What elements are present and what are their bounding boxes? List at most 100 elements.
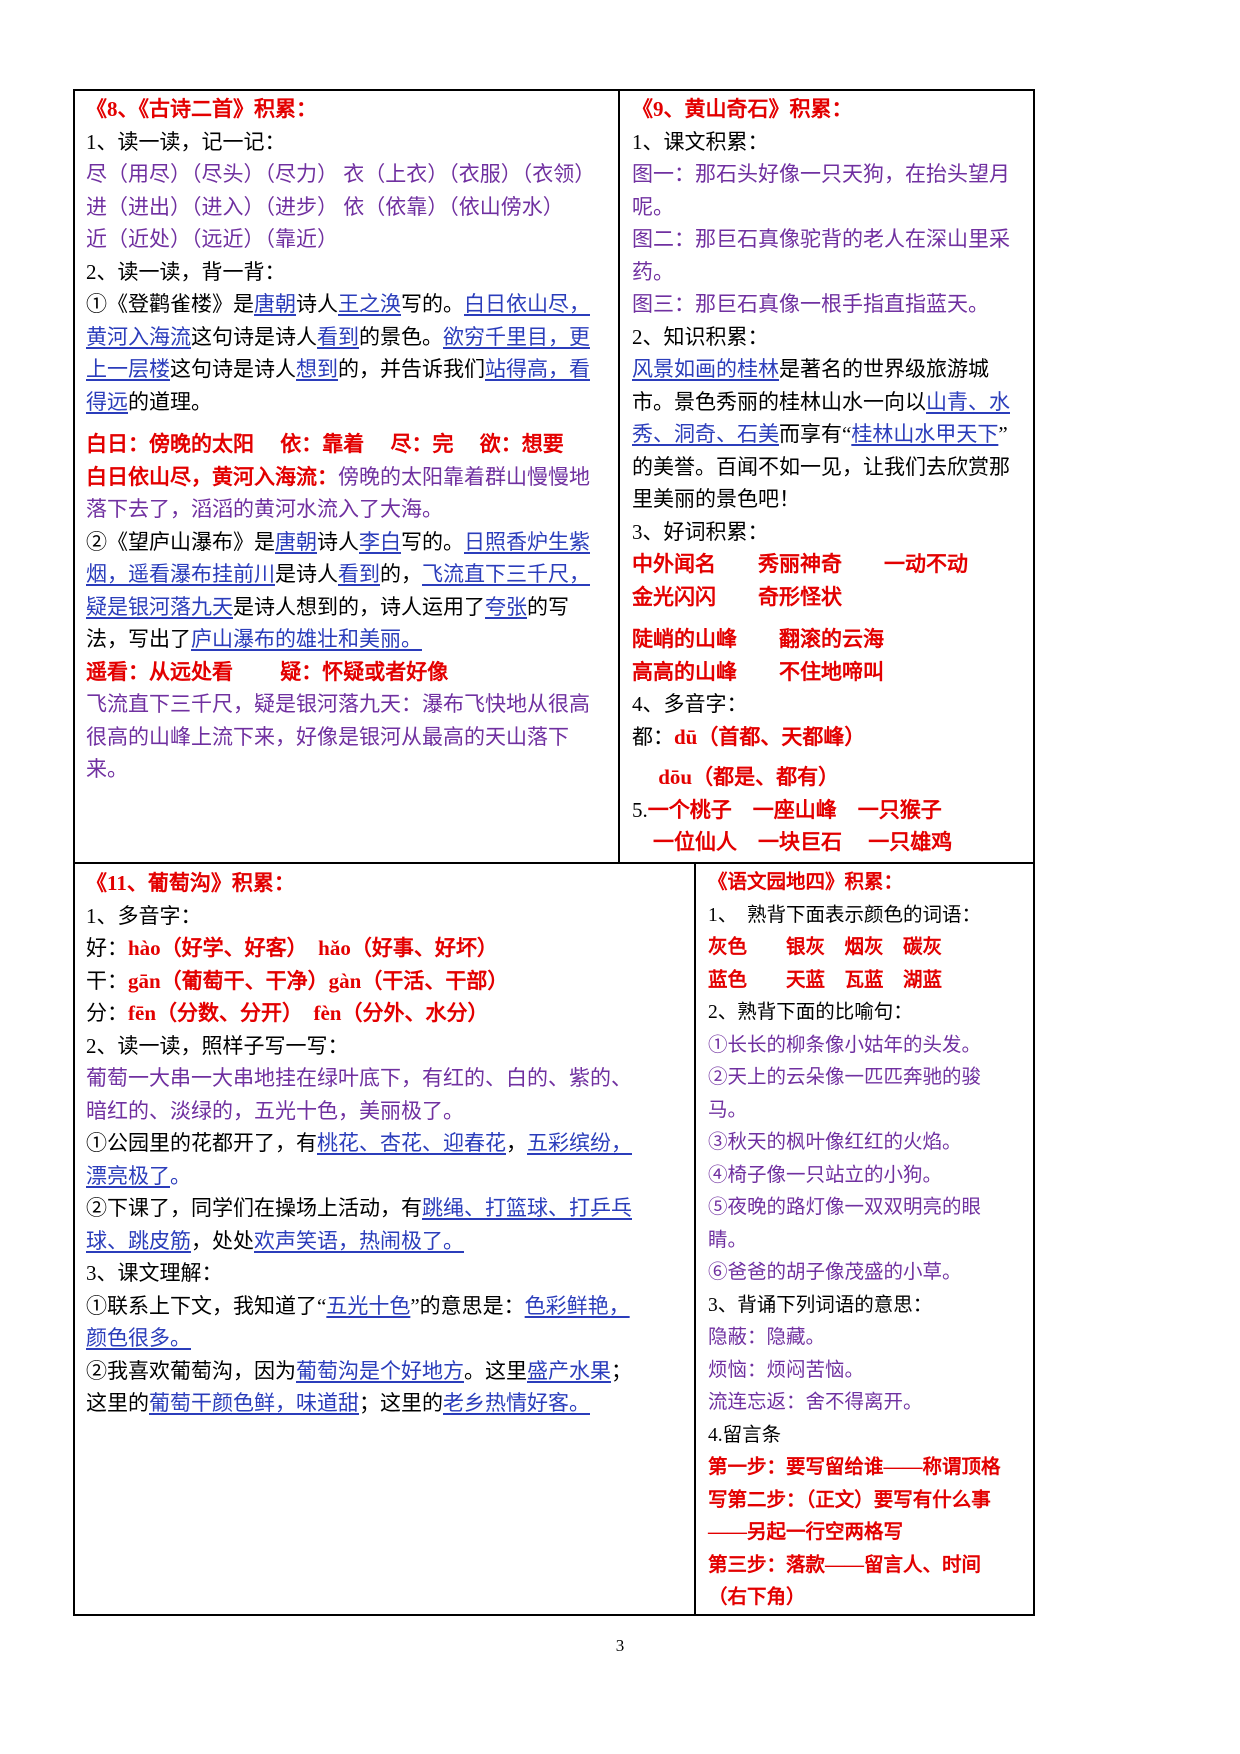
page-number: 3	[615, 1636, 625, 1655]
text-line: 的美誉。百闻不如一见，让我们去欣赏那	[632, 451, 1023, 484]
text-line: ⑤夜晚的路灯像一双双明亮的眼	[708, 1192, 1023, 1225]
text-run: 这里的	[86, 1391, 149, 1415]
text-run: 的美誉。百闻不如一见，让我们去欣赏那	[632, 454, 1010, 479]
text-run: 傍晚的太阳靠着群山慢慢地	[338, 464, 590, 489]
text-line: 写第二步：（正文）要写有什么事	[708, 1485, 1023, 1518]
text-run: 的，并告诉我们	[338, 357, 485, 381]
text-line: 灰色 银灰 烟灰 碳灰	[708, 932, 1023, 965]
text-run: 《语文园地四》积累：	[708, 872, 904, 893]
text-line: 里美丽的景色吧！	[632, 483, 1023, 516]
text-line: ①联系上下文，我知道了“五光十色”的意思是：色彩鲜艳，	[86, 1290, 684, 1323]
text-run: 流连忘返：舍不得离开。	[708, 1392, 923, 1413]
text-run: dū（首都、天都峰）	[674, 724, 866, 749]
text-run: 好：	[86, 936, 128, 960]
text-run: 1、 熟背下面表示颜色的词语：	[708, 904, 982, 926]
text-run: 的写	[527, 594, 569, 619]
text-run: 呢。	[632, 194, 674, 219]
text-run: ①联系上下文，我知道了“	[86, 1293, 327, 1318]
text-run: 3、背诵下列词语的意思：	[708, 1294, 933, 1316]
text-run: 是著名的世界级旅游城	[779, 357, 989, 381]
section-cell: 《语文园地四》积累： 1、 熟背下面表示颜色的词语： 灰色 银灰 烟灰 碳灰 蓝色 天…	[696, 864, 1033, 1614]
text-line: 近（近处）（远近）（靠近）	[86, 223, 608, 256]
text-run: 隐蔽：隐藏。	[708, 1327, 826, 1348]
text-line: 干：gān（葡萄干、干净）gàn（干活、干部）	[86, 965, 684, 998]
text-run: 这句诗是诗人	[191, 324, 317, 349]
text-line: 马。	[708, 1095, 1023, 1128]
text-run: 1、读一读，记一记：	[86, 129, 286, 154]
text-line: dōu（都是、都有）	[632, 761, 1023, 794]
text-run: 市。景色秀丽的桂林山水一向以	[632, 389, 926, 414]
text-run: 的道理。	[128, 389, 212, 414]
text-run: ②天上的云朵像一匹匹奔驰的骏	[708, 1067, 982, 1088]
text-line: 落下去了，滔滔的黄河水流入了大海。	[86, 493, 608, 526]
text-run: ，处处	[191, 1228, 254, 1253]
text-line: 1、多音字：	[86, 900, 684, 933]
text-run: （右下角）	[708, 1587, 806, 1608]
text-run: 是诗人想到的，诗人运用了	[233, 594, 485, 619]
text-line: ①长长的柳条像小姑年的头发。	[708, 1030, 1023, 1063]
text-line: 烟，遥看瀑布挂前川是诗人看到的，飞流直下三千尺，	[86, 558, 608, 591]
underlined-text: 山青、水	[926, 389, 1010, 414]
text-run: 灰色 银灰 烟灰 碳灰	[708, 937, 943, 958]
underlined-text: 唐朝	[254, 292, 296, 316]
underlined-text: 疑是银河落九天	[86, 594, 233, 619]
text-run: dōu（都是、都有）	[632, 765, 840, 789]
underlined-text: 五彩缤纷，	[527, 1131, 632, 1155]
text-line: 2、读一读，照样子写一写：	[86, 1030, 684, 1063]
text-run: 烦恼：烦闷苦恼。	[708, 1359, 865, 1381]
underlined-text: 桂林山水甲天下	[851, 422, 999, 446]
underlined-text: 葡萄干颜色鲜，味道甜	[149, 1391, 359, 1415]
underlined-text: 看到	[338, 562, 380, 586]
text-line: 很高的山峰上流下来，好像是银河从最高的天山落下	[86, 721, 608, 754]
text-run: 药。	[632, 259, 674, 284]
text-run: 很高的山峰上流下来，好像是银河从最高的天山落下	[86, 724, 569, 749]
underlined-text: 五光十色	[326, 1293, 411, 1318]
text-line: 遥看：从远处看 疑：怀疑或者好像	[86, 656, 608, 689]
text-run: 尽（用尽）（尽头）（尽力） 衣（上衣）（衣服）（衣领）	[86, 162, 596, 186]
table-border	[73, 1614, 1035, 1616]
text-run: 2、读一读，背一背：	[86, 259, 286, 284]
text-run: 诗人	[317, 529, 359, 554]
text-line: ①公园里的花都开了，有桃花、杏花、迎春花，五彩缤纷，	[86, 1127, 684, 1160]
text-run: 高高的山峰 不住地啼叫	[632, 659, 884, 684]
table-border	[73, 89, 75, 1616]
text-line: 睛。	[708, 1225, 1023, 1258]
text-run: ④椅子像一只站立的小狗。	[708, 1164, 943, 1186]
underlined-text: 想到	[296, 357, 338, 381]
text-run: 诗人	[296, 292, 338, 316]
text-run: 金光闪闪 奇形怪状	[632, 584, 842, 609]
text-run: 这句诗是诗人	[170, 357, 296, 381]
underlined-text: 老乡热情好客。	[443, 1391, 590, 1415]
underlined-text: 李白	[359, 529, 401, 554]
text-run: 1、多音字：	[86, 903, 202, 928]
underlined-text: 王之涣	[338, 292, 401, 316]
text-run: 陡峭的山峰 翻滚的云海	[632, 627, 884, 651]
text-run: ⑥爸爸的胡子像茂盛的小草。	[708, 1262, 962, 1283]
text-run: 写第二步：（正文）要写有什么事	[708, 1489, 991, 1511]
text-run: 而享有“	[779, 422, 852, 446]
text-line: ——另起一行空两格写	[708, 1517, 1023, 1550]
text-run: 图一：那石头好像一只天狗，在抬头望月	[632, 162, 1010, 186]
text-line: 葡萄一大串一大串地挂在绿叶底下，有红的、白的、紫的、	[86, 1062, 684, 1095]
section-cell: 《8、《古诗二首》积累： 1、读一读，记一记： 尽（用尽）（尽头）（尽力） 衣（上衣…	[74, 90, 618, 862]
text-line: 得远的道理。	[86, 386, 608, 419]
text-run: gān（葡萄干、干净）gàn（干活、干部）	[128, 968, 509, 993]
text-run: 3、课文理解：	[86, 1261, 223, 1285]
text-line: 球、跳皮筋，处处欢声笑语，热闹极了。	[86, 1225, 684, 1258]
text-run: 。	[170, 1163, 191, 1188]
text-run: 的，	[380, 562, 422, 586]
text-line: 1、 熟背下面表示颜色的词语：	[708, 900, 1023, 933]
text-run: ”的意思是：	[410, 1293, 525, 1318]
text-run: 。这里	[464, 1358, 527, 1383]
text-line: 漂亮极了。	[86, 1160, 684, 1193]
text-run: hào（好学、好客） hǎo（好事、好坏）	[128, 936, 498, 960]
text-line: ⑥爸爸的胡子像茂盛的小草。	[708, 1257, 1023, 1290]
text-line: 一位仙人 一块巨石 一只雄鸡	[632, 826, 1023, 859]
text-line: （右下角）	[708, 1582, 1023, 1614]
underlined-text: 桃花、杏花、迎春花	[317, 1131, 506, 1155]
text-line: 《11、葡萄沟》积累：	[86, 867, 684, 900]
text-line: 1、课文积累：	[632, 126, 1023, 159]
text-run: 进（进出）（进入）（进步） 依（依靠）（依山傍水）	[86, 194, 564, 219]
text-run: 一位仙人 一块巨石 一只雄鸡	[632, 830, 953, 854]
text-line: 都：dū（首都、天都峰）	[632, 721, 1023, 754]
